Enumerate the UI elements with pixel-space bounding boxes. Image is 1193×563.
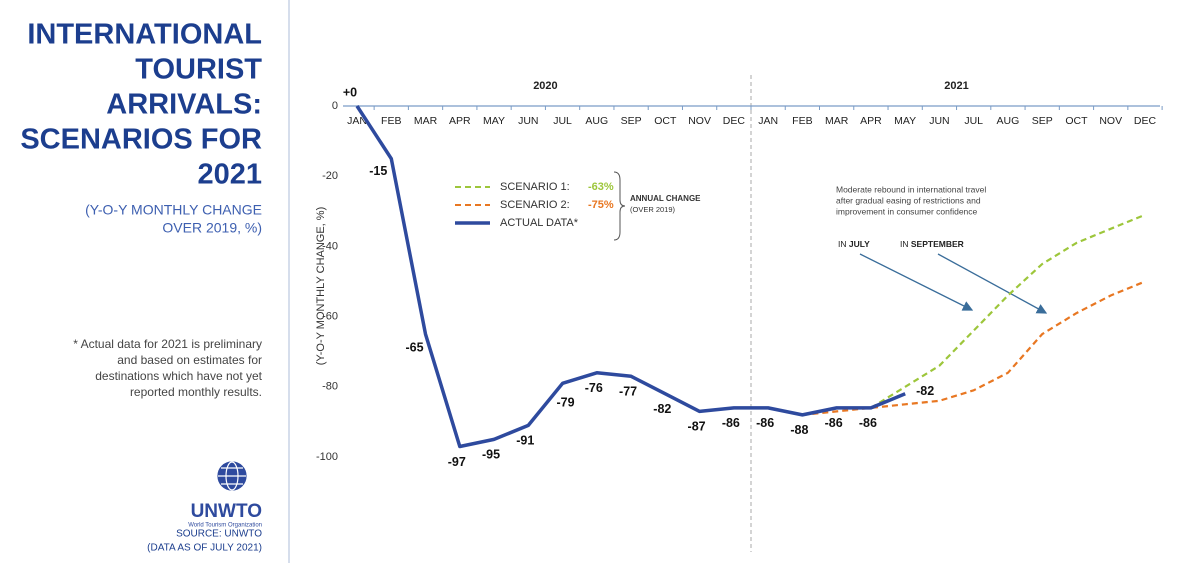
legend-annual-change: -63%: [588, 181, 614, 193]
annotation-line: improvement in consumer confidence: [836, 206, 978, 216]
year-label: 2020: [533, 80, 557, 92]
x-tick-label: SEP: [1032, 115, 1053, 127]
y-axis-label: (Y-O-Y MONTHLY CHANGE, %): [315, 207, 327, 366]
x-tick-label: JAN: [758, 115, 778, 127]
footnote-line: reported monthly results.: [130, 385, 262, 399]
logo-name: UNWTO: [191, 501, 262, 522]
data-label: -87: [688, 420, 706, 434]
x-tick-label: JUN: [929, 115, 949, 127]
callout-bold: SEPTEMBER: [911, 239, 964, 249]
title-line: INTERNATIONAL: [27, 19, 262, 51]
data-label: -65: [405, 340, 423, 354]
series-line: [870, 213, 1146, 409]
y-tick-label: -40: [322, 240, 338, 252]
subtitle-line: (Y-O-Y MONTHLY CHANGE: [85, 202, 262, 218]
y-tick-label: 0: [332, 100, 338, 112]
y-tick-label: -20: [322, 170, 338, 182]
x-tick-label: NOV: [1099, 115, 1122, 127]
x-tick-label: MAR: [825, 115, 849, 127]
x-tick-label: AUG: [997, 115, 1020, 127]
x-tick-label: MAY: [894, 115, 916, 127]
annotation-line: after gradual easing of restrictions and: [836, 195, 981, 205]
data-label: -79: [557, 396, 575, 410]
y-tick-label: -100: [316, 451, 338, 463]
x-tick-label: DEC: [1134, 115, 1157, 127]
subtitle-line: OVER 2019, %): [162, 220, 262, 236]
data-label: -88: [790, 423, 808, 437]
x-tick-label: FEB: [381, 115, 401, 127]
x-tick-label: OCT: [1065, 115, 1088, 127]
annotation-line: Moderate rebound in international travel: [836, 184, 986, 194]
series-line: [802, 280, 1146, 416]
data-label: -77: [619, 385, 637, 399]
data-label: -91: [516, 434, 534, 448]
callout-arrow: [937, 253, 1048, 314]
series-line: [355, 105, 906, 449]
x-tick-label: APR: [449, 115, 471, 127]
legend-label: SCENARIO 2:: [500, 199, 570, 211]
y-tick-label: -80: [322, 381, 338, 393]
title-line: TOURIST: [135, 54, 262, 86]
title-line: ARRIVALS:: [106, 89, 262, 121]
title-line: SCENARIOS FOR: [20, 124, 262, 156]
data-label: -86: [756, 416, 774, 430]
x-tick-label: AUG: [585, 115, 608, 127]
x-tick-label: MAY: [483, 115, 505, 127]
callout: IN SEPTEMBER: [900, 239, 964, 249]
x-tick-label: NOV: [688, 115, 711, 127]
logo-tagline: World Tourism Organization: [188, 523, 262, 529]
x-tick-label: SEP: [621, 115, 642, 127]
data-label: -82: [916, 384, 934, 398]
logo-globe: [217, 461, 247, 491]
legend-label: SCENARIO 1:: [500, 181, 570, 193]
legend-note-title: ANNUAL CHANGE: [630, 194, 701, 203]
legend-brace: [613, 171, 626, 241]
source-line: SOURCE: UNWTO: [176, 529, 262, 540]
data-label: -86: [722, 416, 740, 430]
x-tick-label: FEB: [792, 115, 812, 127]
callout: IN JULY: [838, 239, 870, 249]
footnote-line: * Actual data for 2021 is preliminary: [73, 337, 262, 351]
x-tick-label: DEC: [723, 115, 746, 127]
callout-bold: JULY: [849, 239, 870, 249]
legend-label: ACTUAL DATA*: [500, 217, 579, 229]
y-tick-label: -60: [322, 311, 338, 323]
footnote-line: and based on estimates for: [117, 353, 262, 367]
x-tick-label: JUN: [518, 115, 538, 127]
data-label: +0: [343, 85, 357, 99]
data-label: -97: [448, 455, 466, 469]
legend-note-subtitle: (OVER 2019): [630, 205, 676, 214]
x-tick-label: APR: [860, 115, 882, 127]
callout-prefix: IN: [900, 239, 911, 249]
title-line: 2021: [197, 159, 262, 191]
x-tick-label: JUL: [964, 115, 983, 127]
x-tick-label: JAN: [347, 115, 367, 127]
callout-prefix: IN: [838, 239, 849, 249]
footnote-line: destinations which have not yet: [95, 369, 262, 383]
data-label: -15: [369, 164, 387, 178]
x-tick-label: MAR: [414, 115, 438, 127]
x-tick-label: OCT: [654, 115, 677, 127]
x-tick-label: JUL: [553, 115, 572, 127]
year-label: 2021: [944, 80, 968, 92]
data-label: -86: [825, 416, 843, 430]
callout-arrow: [859, 253, 974, 311]
data-label: -76: [585, 381, 603, 395]
data-label: -82: [653, 402, 671, 416]
data-label: -86: [859, 416, 877, 430]
data-label: -95: [482, 448, 500, 462]
legend-annual-change: -75%: [588, 199, 614, 211]
source-line: (DATA AS OF JULY 2021): [147, 543, 262, 554]
